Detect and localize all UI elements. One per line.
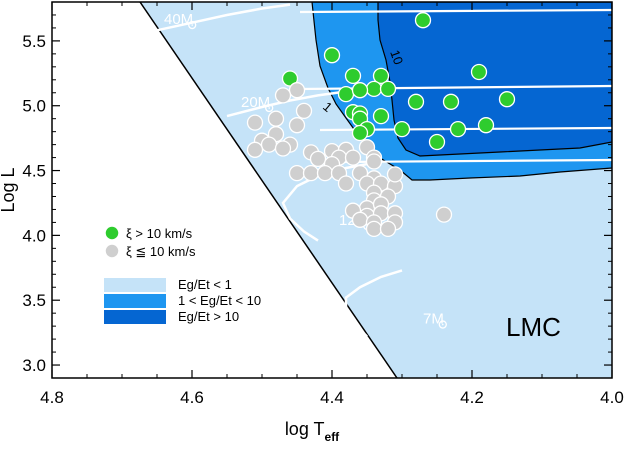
point-green-7 — [379, 80, 397, 98]
y-tick-label: 3.0 — [22, 356, 46, 375]
legend-marker-green — [104, 225, 120, 241]
legend-label-high: Eg/Et > 10 — [178, 309, 239, 324]
legend-label-mid: 1 < Eg/Et < 10 — [178, 293, 261, 308]
track-label-20m: 20M — [241, 94, 270, 111]
x-tick-label: 4.4 — [320, 388, 344, 407]
point-green-19 — [477, 117, 495, 134]
legend-label-green: ξ > 10 km/s — [126, 226, 193, 241]
point-green-5 — [337, 85, 355, 103]
point-green-4 — [372, 67, 390, 85]
track-label-sun-dot — [442, 323, 444, 326]
point-green-22 — [428, 133, 446, 151]
point-gray-18 — [344, 149, 362, 166]
y-tick-label: 4.5 — [22, 162, 46, 181]
point-green-21 — [470, 63, 488, 81]
point-green-16 — [351, 124, 369, 142]
contour-label-10: 10 — [387, 48, 406, 67]
y-axis-label: Log L — [0, 167, 18, 212]
zone-eg-et-high — [377, 2, 612, 157]
track-label-7m: 7M — [423, 311, 444, 328]
point-gray-45 — [435, 206, 453, 223]
track-label-sun-symbol — [265, 103, 274, 113]
point-green-2 — [281, 70, 299, 87]
point-green-17 — [393, 120, 411, 138]
point-gray-5 — [246, 114, 264, 131]
point-gray-22 — [302, 164, 320, 182]
track-label-sun-dot — [268, 107, 271, 109]
point-gray-23 — [316, 164, 334, 182]
track-40m — [107, 3, 291, 43]
point-gray-8 — [260, 136, 278, 153]
point-gray-11 — [246, 141, 264, 158]
point-green-1 — [323, 47, 341, 64]
point-gray-0 — [288, 82, 306, 99]
point-gray-2 — [295, 102, 313, 120]
point-green-3 — [344, 67, 362, 85]
point-gray-10 — [274, 140, 292, 157]
point-gray-4 — [288, 117, 306, 134]
point-green-9 — [407, 93, 425, 110]
point-gray-21 — [288, 164, 306, 182]
legend-swatch-mid — [104, 294, 166, 308]
legend-swatch-high — [104, 310, 166, 324]
point-gray-47 — [386, 166, 404, 183]
plot-area: 40M20M12M7M — [107, 2, 612, 378]
point-green-13 — [372, 107, 390, 125]
track-horizontal-0 — [299, 8, 612, 14]
point-gray-43 — [365, 220, 383, 238]
track-label-sun-symbol — [188, 20, 197, 30]
track-label-sun-symbol — [438, 320, 447, 329]
y-tick-label: 5.0 — [22, 97, 46, 116]
point-gray-3 — [267, 110, 285, 127]
track-label-sun-dot — [191, 24, 193, 26]
x-axis-label: log Teff — [285, 419, 340, 444]
y-tick-label: 3.5 — [22, 291, 46, 310]
point-green-20 — [498, 91, 516, 108]
track-horizontal-3 — [339, 158, 612, 164]
point-gray-44 — [379, 220, 397, 238]
point-green-8 — [351, 82, 369, 99]
legend-marker-gray — [104, 243, 120, 259]
track-7m — [344, 269, 403, 338]
x-tick-label: 4.2 — [460, 388, 484, 407]
x-axis-label-subscript: eff — [325, 430, 341, 444]
legend-label-gray: ξ ≦ 10 km/s — [126, 244, 196, 259]
axis-ticks: 4.8 4.6 4.4 4.2 4.0 3.0 3.5 4.0 4.5 5.0 5.5 — [22, 1, 624, 407]
zams-boundary-line — [139, 2, 398, 378]
point-green-18 — [449, 120, 467, 138]
y-tick-label: 4.0 — [22, 226, 46, 245]
point-gray-46 — [365, 153, 383, 170]
point-gray-17 — [309, 150, 327, 168]
x-tick-label: 4.6 — [180, 388, 204, 407]
legend: ξ > 10 km/s ξ ≦ 10 km/s Eg/Et < 1 1 < Eg… — [104, 225, 261, 324]
x-tick-label: 4.0 — [600, 388, 624, 407]
data-points — [246, 12, 516, 238]
track-label-40m: 40M — [164, 11, 193, 28]
point-green-10 — [442, 93, 460, 110]
point-gray-1 — [274, 87, 292, 104]
track-horizontal-1 — [299, 84, 612, 91]
y-tick-label: 5.5 — [22, 32, 46, 51]
x-tick-label: 4.8 — [40, 388, 64, 407]
point-green-0 — [414, 12, 432, 29]
point-gray-27 — [337, 175, 355, 192]
point-green-6 — [365, 80, 383, 98]
region-label: LMC — [506, 312, 561, 342]
point-gray-40 — [351, 211, 369, 228]
legend-swatch-low — [104, 278, 166, 292]
legend-label-low: Eg/Et < 1 — [178, 277, 232, 292]
